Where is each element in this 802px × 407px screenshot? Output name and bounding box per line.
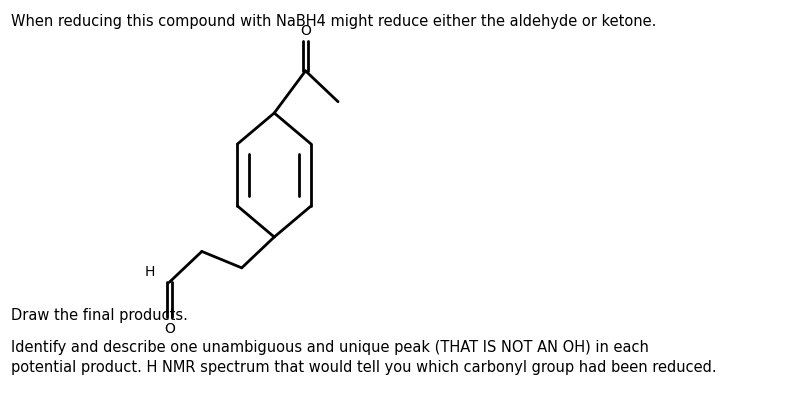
Text: O: O [164, 322, 175, 336]
Text: potential product. H NMR spectrum that would tell you which carbonyl group had b: potential product. H NMR spectrum that w… [10, 360, 715, 375]
Text: H: H [144, 265, 155, 279]
Text: When reducing this compound with NaBH4 might reduce either the aldehyde or keton: When reducing this compound with NaBH4 m… [10, 14, 655, 29]
Text: Draw the final products.: Draw the final products. [10, 308, 187, 323]
Text: O: O [300, 24, 310, 38]
Text: Identify and describe one unambiguous and unique peak (THAT IS NOT AN OH) in eac: Identify and describe one unambiguous an… [10, 340, 648, 355]
